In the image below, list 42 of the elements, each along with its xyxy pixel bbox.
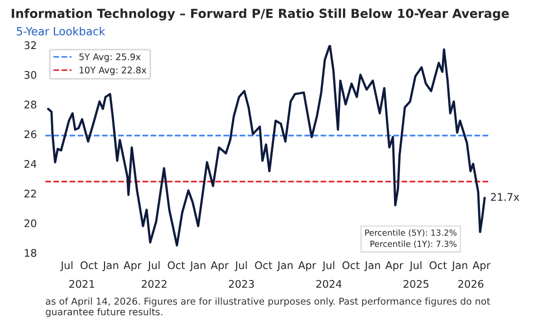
annotation: Percentile (5Y): 13.2% Percentile (1Y): 7.3% xyxy=(365,229,457,248)
y-tick-label: 22 xyxy=(24,190,36,198)
y-tick-label: 30 xyxy=(24,70,36,79)
x2-tick-label: 2023 xyxy=(228,280,254,288)
legend-label: 5Y Avg: 25.9x xyxy=(79,53,141,62)
x2-tick-label: 2025 xyxy=(404,280,428,288)
x-tick-label: Jan xyxy=(102,261,118,272)
x-tick-label: Apr xyxy=(385,261,404,272)
x-tick-label: Apr xyxy=(472,261,491,272)
x-tick-label: Oct xyxy=(430,261,447,270)
y-tick-label: 26 xyxy=(24,130,36,138)
x-tick-label: Oct xyxy=(80,261,98,270)
x-tick-label: Jan xyxy=(451,261,468,272)
x-tick-label: Jan xyxy=(190,261,206,272)
x2-tick-label: 2024 xyxy=(316,280,342,288)
legend-label: 10Y Avg: 22.8x xyxy=(80,66,146,76)
x-tick-label: Jul xyxy=(147,261,160,272)
x-tick-label: Apr xyxy=(210,261,229,272)
text: as of April 14, 2026. Figures are for illustrative purposes only. Past performance figures do not guarantee future results. xyxy=(46,297,490,318)
x2-tick-label: 2021 xyxy=(69,280,94,288)
x-tick-label: Apr xyxy=(124,261,142,272)
y-tick-label: 24 xyxy=(24,160,36,168)
x-tick-label: Oct xyxy=(342,261,360,270)
y-tick-label: 20 xyxy=(24,219,36,228)
x-tick-label: Jul xyxy=(409,261,422,272)
line-series xyxy=(47,45,486,246)
x-tick-label: Jan xyxy=(364,261,380,272)
x-tick-label: Jan xyxy=(276,261,293,272)
x2-tick-label: 2022 xyxy=(142,280,166,288)
chart-subtitle: 5-Year Lookback xyxy=(16,26,106,36)
y-tick-label: 28 xyxy=(24,100,36,109)
x2-tick-label: 2026 xyxy=(458,280,484,288)
x-tick-label: Oct xyxy=(254,261,272,270)
x-tick-label: Apr xyxy=(298,261,316,272)
annotation: 21.7x xyxy=(490,193,520,201)
y-tick-label: 18 xyxy=(24,248,36,257)
x-tick-label: Jul xyxy=(60,261,72,272)
x-tick-label: Oct xyxy=(168,261,185,270)
chart-title: Information Technology – Forward P/E Ratio Still Below 10-Year Average xyxy=(12,8,509,21)
x-tick-label: Jul xyxy=(322,261,334,272)
x-tick-label: Jul xyxy=(234,261,247,272)
y-tick-label: 32 xyxy=(24,41,36,50)
